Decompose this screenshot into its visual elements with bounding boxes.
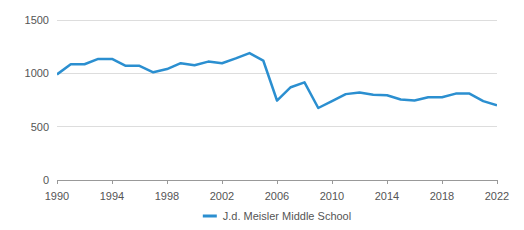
x-tick <box>222 180 223 184</box>
legend-label: J.d. Meisler Middle School <box>223 210 351 222</box>
x-tick <box>277 180 278 184</box>
x-tick <box>387 180 388 184</box>
x-tick-label: 2018 <box>430 190 454 202</box>
chart: 0 500 1000 1500 1990 1994 1998 2002 2006 2010 2014… <box>0 0 524 230</box>
x-tick-label: 2022 <box>485 190 509 202</box>
x-tick-label: 2002 <box>210 190 234 202</box>
x-tick-label: 1994 <box>100 190 124 202</box>
y-tick-label: 1500 <box>25 14 49 26</box>
y-grid-line <box>57 20 497 21</box>
x-tick <box>332 180 333 184</box>
y-grid-line <box>57 126 497 127</box>
series-line <box>57 53 497 108</box>
x-tick <box>497 180 498 184</box>
y-grid-line <box>57 73 497 74</box>
y-tick-label: 500 <box>31 121 49 133</box>
y-tick-label: 0 <box>43 174 49 186</box>
x-tick <box>112 180 113 184</box>
legend: J.d. Meisler Middle School <box>203 210 351 222</box>
plot-area <box>57 53 497 108</box>
x-tick-label: 2006 <box>265 190 289 202</box>
x-tick-label: 2010 <box>320 190 344 202</box>
x-tick-label: 2014 <box>375 190 399 202</box>
x-tick <box>57 180 58 184</box>
y-tick-label: 1000 <box>25 67 49 79</box>
legend-swatch <box>203 215 217 218</box>
x-tick-label: 1998 <box>155 190 179 202</box>
x-tick-label: 1990 <box>45 190 69 202</box>
x-tick <box>167 180 168 184</box>
x-tick <box>442 180 443 184</box>
